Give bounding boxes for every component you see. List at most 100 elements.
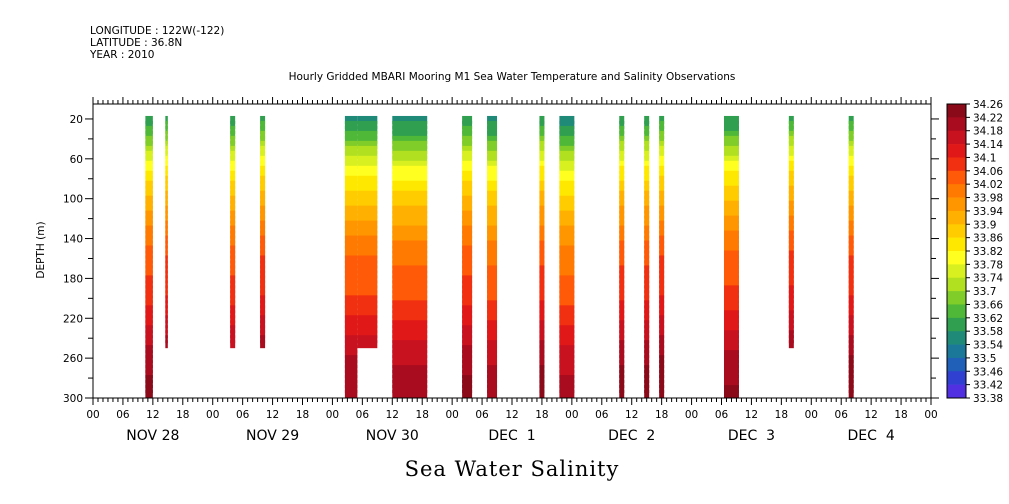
data-cell bbox=[462, 190, 473, 199]
data-cell bbox=[344, 250, 358, 259]
data-cell bbox=[539, 390, 545, 398]
data-cell bbox=[539, 375, 545, 384]
data-cell bbox=[619, 330, 625, 339]
data-cell bbox=[487, 300, 498, 309]
data-cell bbox=[848, 175, 854, 184]
data-cell bbox=[644, 300, 650, 309]
data-cell bbox=[392, 220, 428, 229]
data-cell bbox=[559, 230, 575, 239]
data-cell bbox=[559, 140, 575, 149]
data-cell bbox=[659, 175, 665, 184]
colorbar-label: 33.58 bbox=[973, 326, 1003, 338]
data-cell bbox=[344, 390, 358, 398]
data-cell bbox=[357, 340, 378, 349]
data-cell bbox=[644, 220, 650, 229]
data-cell bbox=[357, 145, 378, 154]
data-cell bbox=[559, 195, 575, 204]
data-cell bbox=[392, 200, 428, 209]
data-cell bbox=[145, 135, 153, 144]
data-cell bbox=[644, 295, 650, 304]
data-cell bbox=[487, 390, 498, 398]
data-cell bbox=[462, 215, 473, 224]
data-cell bbox=[619, 135, 625, 144]
x-tick-label: 12 bbox=[745, 409, 758, 421]
data-cell bbox=[344, 270, 358, 279]
data-cell bbox=[539, 185, 545, 194]
data-cell bbox=[165, 120, 168, 129]
data-cell bbox=[392, 175, 428, 184]
data-cell bbox=[357, 140, 378, 149]
data-cell bbox=[230, 210, 236, 219]
data-cell bbox=[487, 260, 498, 269]
data-cell bbox=[723, 345, 739, 354]
data-cell bbox=[344, 345, 358, 354]
data-cell bbox=[344, 380, 358, 389]
data-cell bbox=[230, 145, 236, 154]
data-cell bbox=[559, 215, 575, 224]
data-cell bbox=[539, 330, 545, 339]
data-cell bbox=[559, 335, 575, 344]
data-column bbox=[462, 115, 473, 398]
x-tick-label: 18 bbox=[535, 409, 548, 421]
data-column bbox=[230, 115, 236, 349]
data-cell bbox=[539, 280, 545, 289]
data-cell bbox=[659, 220, 665, 229]
data-cell bbox=[788, 170, 794, 179]
data-cell bbox=[260, 135, 266, 144]
data-cell bbox=[344, 225, 358, 234]
x-tick-label: 06 bbox=[236, 409, 250, 421]
data-cell bbox=[344, 240, 358, 249]
data-cell bbox=[392, 290, 428, 299]
data-cell bbox=[165, 225, 168, 234]
data-cell bbox=[260, 340, 266, 349]
data-cell bbox=[344, 200, 358, 209]
data-cell bbox=[619, 295, 625, 304]
colorbar-label: 33.7 bbox=[973, 286, 996, 298]
data-cell bbox=[559, 165, 575, 174]
data-cell bbox=[788, 275, 794, 284]
data-cell bbox=[462, 370, 473, 379]
data-cell bbox=[848, 350, 854, 359]
data-cell bbox=[659, 305, 665, 314]
data-cell bbox=[357, 245, 378, 254]
data-cell bbox=[145, 160, 153, 169]
data-cell bbox=[788, 140, 794, 149]
data-cell bbox=[165, 215, 168, 224]
data-cell bbox=[260, 185, 266, 194]
data-cell bbox=[788, 195, 794, 204]
data-cell bbox=[260, 145, 266, 154]
data-cell bbox=[848, 215, 854, 224]
data-cell bbox=[659, 380, 665, 389]
data-cell bbox=[145, 225, 153, 234]
data-cell bbox=[165, 205, 168, 214]
data-cell bbox=[788, 215, 794, 224]
data-cell bbox=[659, 255, 665, 264]
x-tick-label: 12 bbox=[625, 409, 638, 421]
data-cell bbox=[848, 365, 854, 374]
data-cell bbox=[344, 340, 358, 349]
data-cell bbox=[848, 320, 854, 329]
data-cell bbox=[559, 350, 575, 359]
data-cell bbox=[539, 175, 545, 184]
data-cell bbox=[644, 125, 650, 134]
data-cell bbox=[165, 340, 168, 349]
data-cell bbox=[462, 275, 473, 284]
colorbar-label: 33.78 bbox=[973, 259, 1003, 271]
data-cell bbox=[392, 240, 428, 249]
data-cell bbox=[230, 310, 236, 319]
data-cell bbox=[619, 190, 625, 199]
data-cell bbox=[165, 250, 168, 259]
data-cell bbox=[619, 325, 625, 334]
data-cell bbox=[619, 280, 625, 289]
data-cell bbox=[357, 255, 378, 264]
data-cell bbox=[559, 120, 575, 129]
data-cell bbox=[788, 205, 794, 214]
data-cell bbox=[539, 305, 545, 314]
data-cell bbox=[539, 220, 545, 229]
data-cell bbox=[788, 155, 794, 164]
data-cell bbox=[145, 290, 153, 299]
data-cell bbox=[848, 280, 854, 289]
data-cell bbox=[848, 325, 854, 334]
data-cell bbox=[788, 305, 794, 314]
data-cell bbox=[659, 275, 665, 284]
